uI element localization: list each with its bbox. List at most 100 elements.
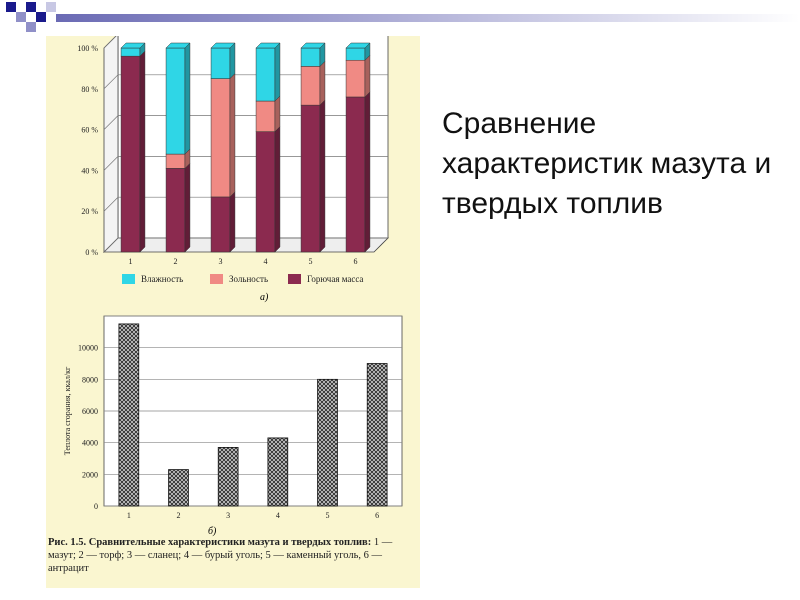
bar-top — [345, 42, 371, 49]
bar-segment — [255, 47, 276, 102]
y-tick-label: 100 % — [77, 44, 98, 53]
x-tick-label: 2 — [177, 511, 181, 520]
bar-side — [229, 191, 236, 253]
bar-segment — [120, 47, 141, 57]
deco-square — [36, 12, 46, 22]
legend-swatch-moisture — [122, 274, 135, 284]
bar-segment — [120, 55, 141, 253]
caption-lead: Рис. 1.5. Сравнительные характеристики м… — [48, 537, 372, 548]
y-tick-label: 20 % — [81, 207, 98, 216]
caption-body: 1 — мазут; 2 — торф; 3 — сланец; 4 — бур… — [48, 537, 393, 574]
x-tick-label: 6 — [354, 257, 358, 266]
gridline — [103, 74, 388, 90]
bar-side — [274, 42, 281, 102]
bar — [267, 437, 289, 507]
gridline — [103, 237, 388, 253]
bar — [217, 447, 239, 507]
subplot-b-label: б) — [208, 526, 217, 537]
y-tick-label: 6000 — [82, 407, 98, 416]
deco-square — [26, 22, 36, 32]
x-tick-label: 2 — [174, 257, 178, 266]
bar-segment — [300, 66, 321, 106]
deco-square — [26, 2, 36, 12]
gridline — [103, 115, 388, 130]
bar-segment — [255, 131, 276, 253]
bar-side — [364, 54, 371, 98]
x-tick-label: 4 — [264, 257, 268, 266]
y-tick-label: 4000 — [82, 439, 98, 448]
legend-label-ash: Зольность — [229, 274, 269, 284]
deco-square — [46, 2, 56, 12]
bar — [366, 363, 388, 507]
x-tick-label: 3 — [219, 257, 223, 266]
legend-item-ash: Зольность — [210, 274, 268, 284]
bar — [168, 469, 189, 507]
bar-side — [139, 50, 146, 253]
bar-segment — [210, 78, 231, 198]
figure-caption: Рис. 1.5. Сравнительные характеристики м… — [48, 536, 418, 575]
bar-segment — [345, 96, 366, 253]
y-tick-label: 40 % — [81, 166, 98, 175]
x-tick-label: 5 — [309, 257, 313, 266]
slide-title: Сравнение характеристик мазута и твердых… — [442, 107, 772, 220]
bar — [317, 378, 338, 507]
bar-segment — [300, 47, 321, 67]
legend-label-combustible: Горючая масса — [307, 274, 364, 284]
bar-side — [364, 91, 371, 253]
bar-segment — [210, 196, 231, 253]
figure-panel: 0 % 20 % 40 % 60 % 80 % 100 % 1 2 3 4 5 6 Влажность… — [46, 36, 420, 588]
bar-top — [165, 42, 191, 49]
gridline — [103, 196, 388, 212]
decorative-squares — [6, 2, 800, 32]
bar-side — [184, 162, 191, 253]
bar-top — [300, 42, 326, 49]
x-tick-label: 4 — [276, 511, 280, 520]
bar-segment — [300, 104, 321, 253]
deco-square — [6, 2, 16, 12]
bar-side — [229, 72, 236, 198]
gridline — [103, 156, 388, 171]
bar-segment — [165, 153, 186, 169]
bar-side — [274, 126, 281, 253]
bar-side — [229, 42, 236, 80]
plot-side-wall — [103, 36, 119, 253]
y-tick-label: 2000 — [82, 470, 98, 479]
legend-label-moisture: Влажность — [141, 274, 184, 284]
y-tick-label: 0 — [94, 502, 98, 511]
stacked-composition-chart: 0 % 20 % 40 % 60 % 80 % 100 % 1 2 3 4 5 6 — [77, 36, 389, 266]
bar-side — [274, 95, 281, 133]
bar-segment — [165, 168, 186, 253]
y-tick-label: 60 % — [81, 126, 98, 135]
bar-side — [319, 60, 326, 106]
bar-segment — [345, 47, 366, 61]
legend-swatch-combustible — [288, 274, 301, 284]
bar-segment — [210, 47, 231, 79]
deco-square — [16, 12, 26, 22]
legend-swatch-ash — [210, 274, 223, 284]
bar-side — [319, 99, 326, 253]
bar-top — [255, 42, 281, 49]
bar-segment — [255, 100, 276, 132]
bar-top — [210, 42, 236, 49]
x-tick-label: 3 — [226, 511, 230, 520]
y-tick-label: 10000 — [78, 344, 98, 353]
deco-gradient-bar — [56, 14, 800, 22]
y-tick-label: 0 % — [85, 248, 98, 257]
bar-side — [184, 42, 191, 155]
heat-of-combustion-chart: 0 2000 4000 6000 8000 10000 Теплота сгорания, … — [63, 315, 403, 520]
legend-item-combustible: Горючая масса — [288, 274, 363, 284]
bar — [118, 323, 140, 507]
y-axis-label: Теплота сгорания, ккал/кг — [63, 366, 72, 455]
x-tick-label: 1 — [129, 257, 133, 266]
bar-segment — [345, 59, 366, 98]
x-tick-label: 5 — [326, 511, 330, 520]
plot-floor — [103, 237, 389, 253]
bar-top — [120, 42, 146, 49]
x-tick-label: 6 — [375, 511, 379, 520]
y-tick-label: 8000 — [82, 375, 98, 384]
y-tick-label: 80 % — [81, 85, 98, 94]
bar-segment — [165, 47, 186, 155]
legend-item-moisture: Влажность — [122, 274, 183, 284]
subplot-a-label: а) — [260, 292, 269, 303]
gridline — [103, 36, 117, 49]
